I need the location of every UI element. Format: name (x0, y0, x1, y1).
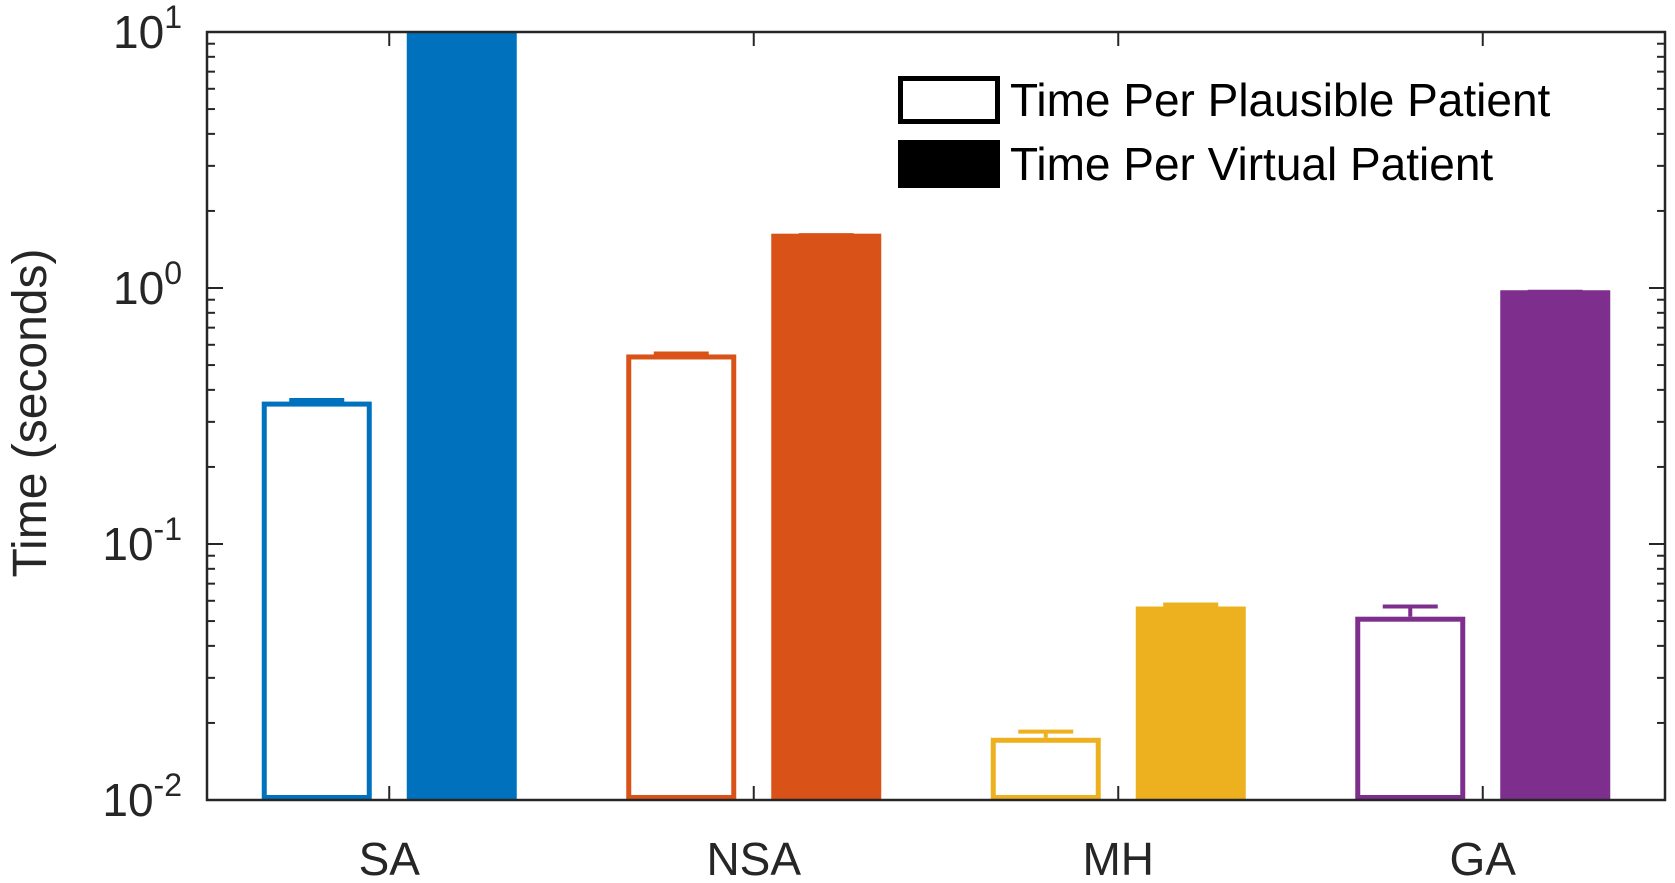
bar-mh-virtual (1135, 606, 1246, 800)
legend: Time Per Plausible Patient Time Per Virtu… (898, 74, 1551, 190)
axes-layer (205, 30, 1667, 802)
y-tick-label: 101 (113, 0, 182, 58)
plot-frame (205, 30, 1667, 802)
x-tick-label-sa: SA (359, 833, 421, 878)
bar-nsa-virtual (771, 233, 882, 800)
legend-swatch-outline (898, 76, 1000, 124)
bar-nsa-plausible (626, 354, 737, 800)
bar-ga-plausible (1355, 616, 1466, 800)
bar-ga-virtual (1500, 290, 1611, 800)
bar-sa-plausible (261, 401, 372, 800)
x-tick-label-nsa: NSA (706, 833, 801, 878)
legend-label-0: Time Per Plausible Patient (1010, 74, 1551, 126)
bars-layer (261, 31, 1611, 801)
bar-sa-virtual (406, 32, 517, 800)
y-tick-label: 10-1 (102, 511, 182, 570)
legend-swatch-filled (898, 140, 1000, 188)
labels-layer: Time (seconds) SA NSA MH GA 10-2 10-1 100 101 (4, 0, 1517, 883)
legend-label-1: Time Per Virtual Patient (1010, 138, 1493, 190)
y-axis-label: Time (seconds) (4, 249, 57, 578)
x-tick-label-mh: MH (1082, 833, 1154, 878)
bar-mh-plausible (990, 737, 1101, 801)
x-tick-label-ga: GA (1450, 833, 1517, 878)
y-tick-label: 10-2 (102, 767, 182, 826)
y-tick-label: 100 (113, 255, 182, 314)
